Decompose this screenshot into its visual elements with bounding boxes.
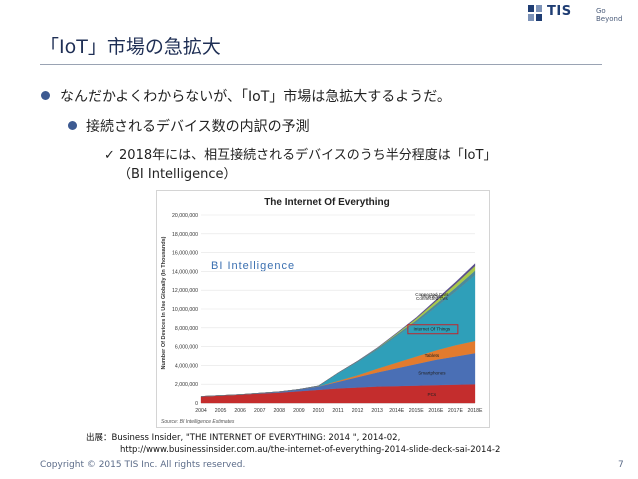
chart-series-label: Internet Of Things xyxy=(414,327,451,332)
source-url[interactable]: http://www.businessinsider.com.au/the-in… xyxy=(120,445,501,455)
company-logo: TIS Go Beyond xyxy=(528,4,632,24)
chart-x-tick-label: 2005 xyxy=(215,408,227,414)
source-citation: 出展：Business Insider, "THE INTERNET OF EV… xyxy=(86,433,401,443)
chart-x-tick-label: 2013 xyxy=(371,408,383,414)
copyright: Copyright © 2015 TIS Inc. All rights res… xyxy=(40,460,246,470)
chart-x-tick-label: 2011 xyxy=(332,408,343,414)
chart-x-tick-label: 2006 xyxy=(234,408,246,414)
chart-series-label: PCs xyxy=(428,392,437,397)
chart-x-tick-label: 2008 xyxy=(274,408,286,414)
bullet-level3-note: （BI Intelligence） xyxy=(118,167,237,182)
bullet-level2: 接続されるデバイス数の内訳の予測 xyxy=(86,119,310,135)
bullet-level3-check: ✓ 2018年には、相互接続されるデバイスのうち半分程度は「IoT」 xyxy=(104,148,497,163)
chart-series-label: Tablets xyxy=(425,353,440,358)
chart-highlight-box xyxy=(407,324,459,335)
chart-x-tick-label: 2009 xyxy=(293,408,305,414)
bullet-dot-icon xyxy=(68,121,77,130)
chart-y-tick-label: 14,000,000 xyxy=(172,269,198,275)
bullet-level1: なんだかよくわからないが、「IoT」市場は急拡大するようだ。 xyxy=(60,89,451,105)
chart-x-tick-label: 2015E xyxy=(409,408,425,414)
chart-y-tick-label: 20,000,000 xyxy=(172,213,198,219)
chart-series-label: Smartphones xyxy=(418,370,446,375)
bullet-dot-icon xyxy=(41,91,50,100)
iot-chart: The Internet Of Everything BI Intelligen… xyxy=(156,190,490,428)
page-number: 7 xyxy=(618,460,624,470)
chart-canvas: The Internet Of Everything BI Intelligen… xyxy=(161,197,483,425)
chart-y-tick-label: 10,000,000 xyxy=(172,307,198,313)
chart-y-tick-label: 8,000,000 xyxy=(175,326,198,332)
chart-series-label: Connected Cars xyxy=(415,292,449,297)
logo-tagline: Go Beyond xyxy=(596,7,623,23)
chart-y-tick-label: 16,000,000 xyxy=(172,251,198,257)
chart-y-tick-label: 0 xyxy=(195,401,198,407)
chart-x-tick-label: 2017E xyxy=(448,408,464,414)
tis-logo-mark-icon xyxy=(528,5,542,21)
chart-x-tick-label: 2018E xyxy=(467,408,483,414)
chart-source-note: Source: BI Intelligence Estimates xyxy=(161,419,235,425)
chart-series-label: Wearables xyxy=(421,293,444,298)
chart-x-tick-label: 2004 xyxy=(195,408,207,414)
chart-y-tick-label: 12,000,000 xyxy=(172,288,198,294)
chart-y-tick-label: 2,000,000 xyxy=(175,382,198,388)
chart-area-connected-cars xyxy=(200,263,476,397)
chart-x-tick-label: 2014E xyxy=(389,408,405,414)
title-divider xyxy=(40,64,602,65)
chart-y-tick-label: 4,000,000 xyxy=(175,363,198,369)
chart-y-tick-label: 6,000,000 xyxy=(175,345,198,351)
chart-x-tick-label: 2010 xyxy=(313,408,325,414)
logo-text: TIS xyxy=(547,4,572,19)
chart-y-axis-label: Number Of Devices In Use Globally (In Th… xyxy=(161,236,167,369)
chart-y-tick-label: 18,000,000 xyxy=(172,232,198,238)
chart-x-tick-label: 2007 xyxy=(254,408,266,414)
chart-x-tick-label: 2016E xyxy=(428,408,444,414)
chart-series-label: Connected TVs xyxy=(416,296,448,301)
chart-watermark: BI Intelligence xyxy=(211,260,295,272)
chart-title: The Internet Of Everything xyxy=(264,197,390,208)
slide-title: 「IoT」市場の急拡大 xyxy=(40,36,221,58)
chart-x-tick-label: 2012 xyxy=(352,408,364,414)
